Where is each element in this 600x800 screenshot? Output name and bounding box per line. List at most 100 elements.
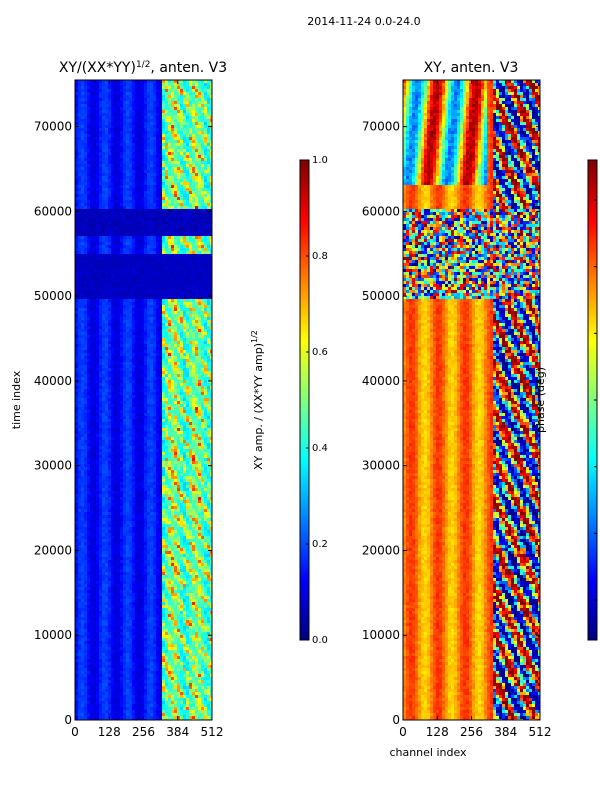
heatmap-cell xyxy=(174,107,177,110)
heatmap-cell xyxy=(114,299,117,302)
heatmap-cell xyxy=(210,305,212,308)
heatmap-cell xyxy=(159,203,162,206)
heatmap-cell xyxy=(180,320,183,323)
heatmap-cell xyxy=(189,302,192,305)
heatmap-cell xyxy=(174,260,177,263)
heatmap-cell xyxy=(204,173,207,176)
heatmap-cell xyxy=(150,401,153,404)
heatmap-cell xyxy=(93,221,96,224)
heatmap-cell xyxy=(177,386,180,389)
heatmap-cell xyxy=(99,311,102,314)
heatmap-cell xyxy=(147,374,150,377)
heatmap-cell xyxy=(87,125,90,128)
heatmap-cell xyxy=(183,290,186,293)
heatmap-cell xyxy=(183,251,186,254)
heatmap-cell xyxy=(132,200,135,203)
heatmap-cell xyxy=(120,374,123,377)
heatmap-cell xyxy=(138,239,141,242)
heatmap-cell xyxy=(177,224,180,227)
heatmap-cell xyxy=(99,401,102,404)
heatmap-cell xyxy=(153,143,156,146)
heatmap-cell xyxy=(150,80,153,83)
heatmap-cell xyxy=(120,155,123,158)
heatmap-cell xyxy=(93,194,96,197)
heatmap-cell xyxy=(135,368,138,371)
heatmap-cell xyxy=(108,329,111,332)
heatmap-cell xyxy=(132,314,135,317)
heatmap-cell xyxy=(153,197,156,200)
heatmap-cell xyxy=(108,173,111,176)
heatmap-cell xyxy=(150,344,153,347)
heatmap-cell xyxy=(159,194,162,197)
heatmap-cell xyxy=(210,356,212,359)
heatmap-cell xyxy=(171,251,174,254)
heatmap-cell xyxy=(150,212,153,215)
heatmap-cell xyxy=(78,116,81,119)
heatmap-cell xyxy=(108,230,111,233)
heatmap-cell xyxy=(192,86,195,89)
heatmap-cell xyxy=(156,350,159,353)
heatmap-cell xyxy=(141,95,144,98)
heatmap-cell xyxy=(111,215,114,218)
heatmap-cell xyxy=(171,119,174,122)
heatmap-cell xyxy=(105,377,108,380)
heatmap-cell xyxy=(168,230,171,233)
heatmap-cell xyxy=(147,134,150,137)
heatmap-cell xyxy=(156,383,159,386)
heatmap-cell xyxy=(156,248,159,251)
heatmap-cell xyxy=(186,182,189,185)
heatmap-cell xyxy=(204,146,207,149)
heatmap-cell xyxy=(105,398,108,401)
heatmap-cell xyxy=(144,143,147,146)
heatmap-cell xyxy=(156,398,159,401)
heatmap-cell xyxy=(153,320,156,323)
heatmap-cell xyxy=(186,140,189,143)
heatmap-cell xyxy=(132,146,135,149)
heatmap-cell xyxy=(150,272,153,275)
heatmap-cell xyxy=(183,302,186,305)
heatmap-cell xyxy=(102,149,105,152)
heatmap-cell xyxy=(192,293,195,296)
heatmap-cell xyxy=(96,323,99,326)
heatmap-cell xyxy=(153,101,156,104)
heatmap-cell xyxy=(180,122,183,125)
heatmap-cell xyxy=(84,320,87,323)
heatmap-cell xyxy=(147,119,150,122)
heatmap-cell xyxy=(117,251,120,254)
heatmap-cell xyxy=(156,323,159,326)
heatmap-cell xyxy=(75,119,78,122)
heatmap-cell xyxy=(207,173,210,176)
heatmap-cell xyxy=(189,131,192,134)
heatmap-cell xyxy=(120,287,123,290)
heatmap-cell xyxy=(150,209,153,212)
heatmap-cell xyxy=(159,116,162,119)
heatmap-cell xyxy=(117,143,120,146)
heatmap-cell xyxy=(144,119,147,122)
heatmap-cell xyxy=(135,113,138,116)
heatmap-cell xyxy=(99,218,102,221)
heatmap-cell xyxy=(168,266,171,269)
heatmap-cell xyxy=(126,254,129,257)
heatmap-cell xyxy=(84,134,87,137)
heatmap-cell xyxy=(204,104,207,107)
heatmap-cell xyxy=(99,200,102,203)
heatmap-cell xyxy=(120,218,123,221)
heatmap-cell xyxy=(123,326,126,329)
heatmap-cell xyxy=(135,392,138,395)
heatmap-cell xyxy=(108,137,111,140)
heatmap-cell xyxy=(93,278,96,281)
heatmap-cell xyxy=(129,287,132,290)
heatmap-cell xyxy=(93,329,96,332)
heatmap-cell xyxy=(78,257,81,260)
heatmap-cell xyxy=(126,320,129,323)
heatmap-cell xyxy=(96,110,99,113)
heatmap-cell xyxy=(189,344,192,347)
heatmap-cell xyxy=(174,374,177,377)
heatmap-cell xyxy=(120,269,123,272)
heatmap-cell xyxy=(144,290,147,293)
heatmap-cell xyxy=(138,296,141,299)
heatmap-cell xyxy=(204,374,207,377)
heatmap-cell xyxy=(159,293,162,296)
heatmap-cell xyxy=(186,302,189,305)
heatmap-cell xyxy=(198,356,201,359)
